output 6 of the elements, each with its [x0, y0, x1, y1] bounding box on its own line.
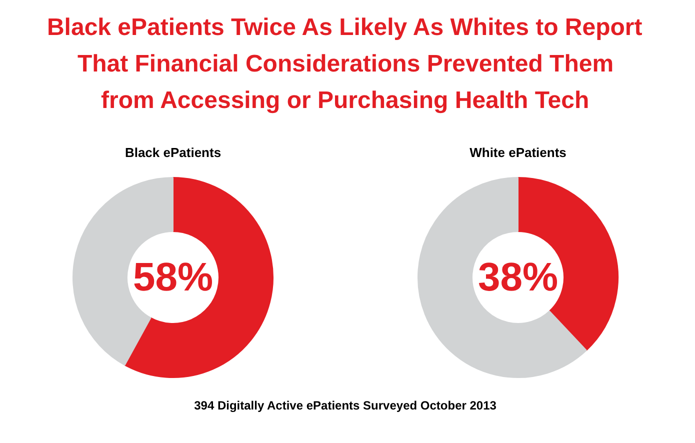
- chart-title: Black ePatients: [124, 145, 222, 160]
- chart-title: White ePatients: [470, 145, 566, 160]
- text: 394 Digitally Active ePatients Surveyed October 2013: [194, 398, 497, 412]
- data-label: 38%: [478, 256, 558, 300]
- text: Black ePatients Twice As Likely As Whites to Report That Financial Considerations Prevented Them from Accessing or Purchasing Health Tech: [46, 14, 642, 114]
- data-label: 58%: [132, 256, 214, 300]
